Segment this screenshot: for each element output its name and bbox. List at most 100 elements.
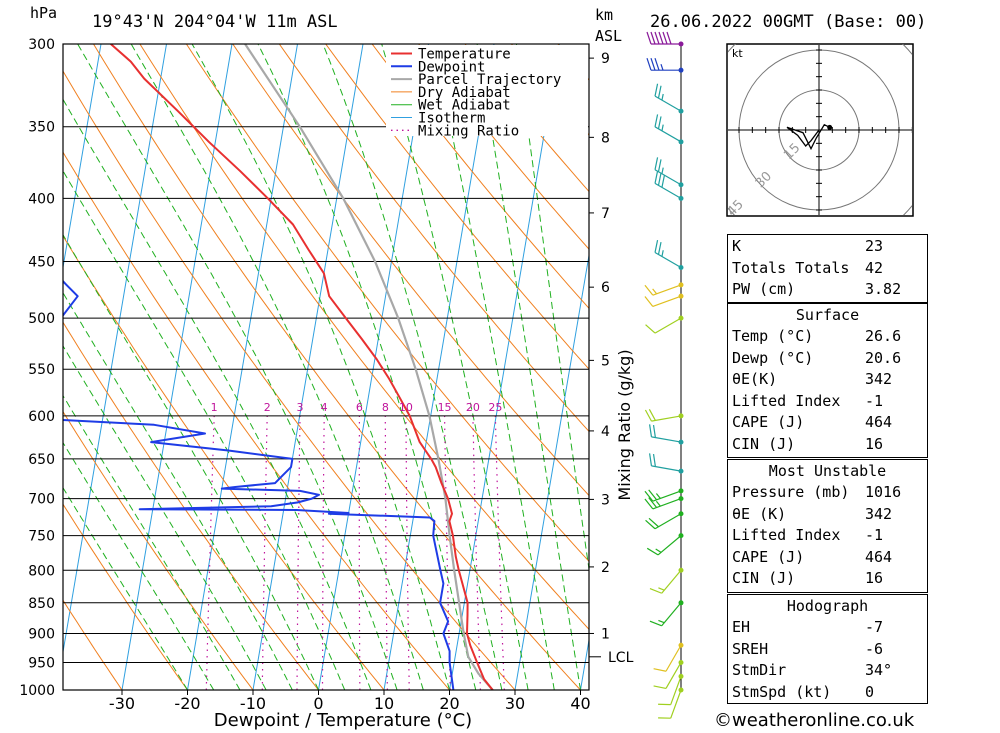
pressure-tick-label: 900: [28, 626, 55, 642]
general-indices-table: K 23 Totals Totals 42 PW (cm) 3.82: [728, 236, 927, 301]
wet-adiabat-line: [476, 44, 581, 690]
hodograph-inner: [728, 44, 912, 215]
pressure-tick-label: 550: [28, 362, 55, 378]
barb-flag: [644, 284, 654, 296]
barb-flag: [649, 453, 653, 466]
index-label: CAPE (J): [732, 547, 805, 566]
barb-flag: [654, 114, 659, 127]
index-label: θE(K): [732, 370, 778, 388]
wind-barb: [654, 114, 684, 145]
dry-adiabat-line: [63, 599, 123, 690]
index-label: Totals Totals: [732, 258, 850, 277]
barb-dot: [678, 600, 684, 606]
barb-shaft: [654, 317, 682, 334]
height-tick-label: 2: [601, 560, 610, 576]
index-label: CIN (J): [732, 434, 796, 453]
barb-half-flag: [661, 167, 664, 174]
barb-half-flag: [658, 587, 665, 591]
index-row: Pressure (mb) 1016: [728, 482, 927, 504]
wind-barb: [649, 453, 684, 474]
barb-shaft: [651, 415, 682, 422]
barb-flag: [644, 409, 652, 422]
isotherm-line: [63, 44, 102, 271]
barb-dot: [678, 659, 684, 665]
barb-shaft: [654, 251, 682, 269]
legend-label: Dewpoint: [418, 59, 485, 75]
barb-flag: [648, 489, 658, 501]
barb-flag: [654, 157, 659, 170]
wind-barb: [646, 31, 684, 47]
index-row: θE(K) 342: [728, 369, 927, 391]
pressure-tick-label: 950: [28, 655, 55, 671]
barb-dot: [678, 567, 684, 573]
wind-barb: [644, 496, 684, 510]
mixing-ratio-label: 3: [297, 401, 304, 414]
x-axis-label: Dewpoint / Temperature (°C): [214, 710, 472, 731]
index-row: CAPE (J) 464: [728, 412, 927, 434]
barb-flag: [657, 85, 662, 99]
km-unit-label: km: [595, 6, 614, 24]
barb-flag: [666, 31, 672, 45]
barb-flag: [657, 241, 662, 255]
barb-flag: [646, 57, 652, 71]
barb-flag: [648, 517, 659, 528]
barb-dot: [678, 182, 684, 188]
height-tick-label: 7: [601, 206, 610, 222]
pressure-tick-label: 750: [28, 529, 55, 545]
barb-shaft: [652, 498, 682, 510]
height-tick-label: 6: [601, 280, 610, 296]
credit-text: ©weatheronline.co.uk: [714, 710, 915, 731]
wind-barb: [653, 659, 684, 690]
index-value: 342: [865, 504, 893, 523]
index-row: CIN (J) 16: [728, 568, 927, 590]
barb-dot: [678, 533, 684, 539]
height-axis: 1 2 3 4 5 6 7 8 9 LCL: [589, 51, 634, 666]
barb-dot: [678, 41, 684, 47]
wind-barb: [649, 600, 684, 627]
mixing-ratio-label: 1: [211, 401, 218, 414]
index-label: K: [732, 237, 742, 255]
barb-flag: [661, 174, 666, 188]
wet-adiabat-line: [515, 44, 589, 573]
pressure-unit-label: hPa: [30, 4, 58, 22]
wind-barb: [654, 157, 684, 188]
mixing-ratio-line: [384, 415, 388, 690]
hodograph-unit-label: kt: [732, 47, 743, 60]
index-row: CIN (J) 16: [728, 434, 927, 456]
temperature-tick-label: 30: [505, 694, 525, 713]
parcel-trajectory-line: [244, 44, 494, 690]
barb-shaft: [654, 126, 682, 143]
barb-flag: [649, 424, 653, 437]
hodograph-indices-box: Hodograph EH -7 SREH -6 StmDir 34° StmSpd (kt)…: [727, 594, 928, 704]
barb-shaft: [652, 490, 682, 502]
barb-flag: [657, 159, 662, 172]
index-value: 1016: [865, 483, 902, 501]
barb-dot: [678, 282, 684, 288]
barb-flag: [650, 57, 656, 71]
mixing-ratio-labels: 1 2 3 4 6 8 10 15 20 25: [211, 401, 503, 414]
legend-label: Dry Adiabat: [418, 85, 511, 101]
temperature-line: [110, 44, 494, 690]
wind-barb: [646, 533, 684, 556]
hodograph-title: Hodograph: [786, 597, 869, 615]
barb-half-flag: [658, 619, 665, 624]
barb-shaft: [661, 569, 682, 594]
isotherm-line: [318, 44, 429, 690]
barb-dot: [678, 293, 684, 299]
isobar-lines: [63, 43, 589, 691]
dry-adiabat-line: [418, 44, 589, 250]
barb-shaft: [661, 602, 682, 627]
isotherm-line: [63, 44, 167, 655]
temperature-tick-label: 40: [570, 694, 590, 713]
plot-frame: [62, 43, 590, 691]
index-value: -6: [865, 639, 884, 658]
barb-flag: [654, 83, 659, 97]
height-tick-label: 1: [601, 626, 610, 642]
datetime-title: 26.06.2022 00GMT (Base: 00): [650, 12, 927, 32]
barb-half-flag: [655, 500, 661, 507]
isotherm-line: [580, 637, 589, 690]
dewpoint-line: [63, 279, 455, 690]
wind-barb: [653, 642, 684, 672]
barb-dot: [678, 673, 684, 679]
